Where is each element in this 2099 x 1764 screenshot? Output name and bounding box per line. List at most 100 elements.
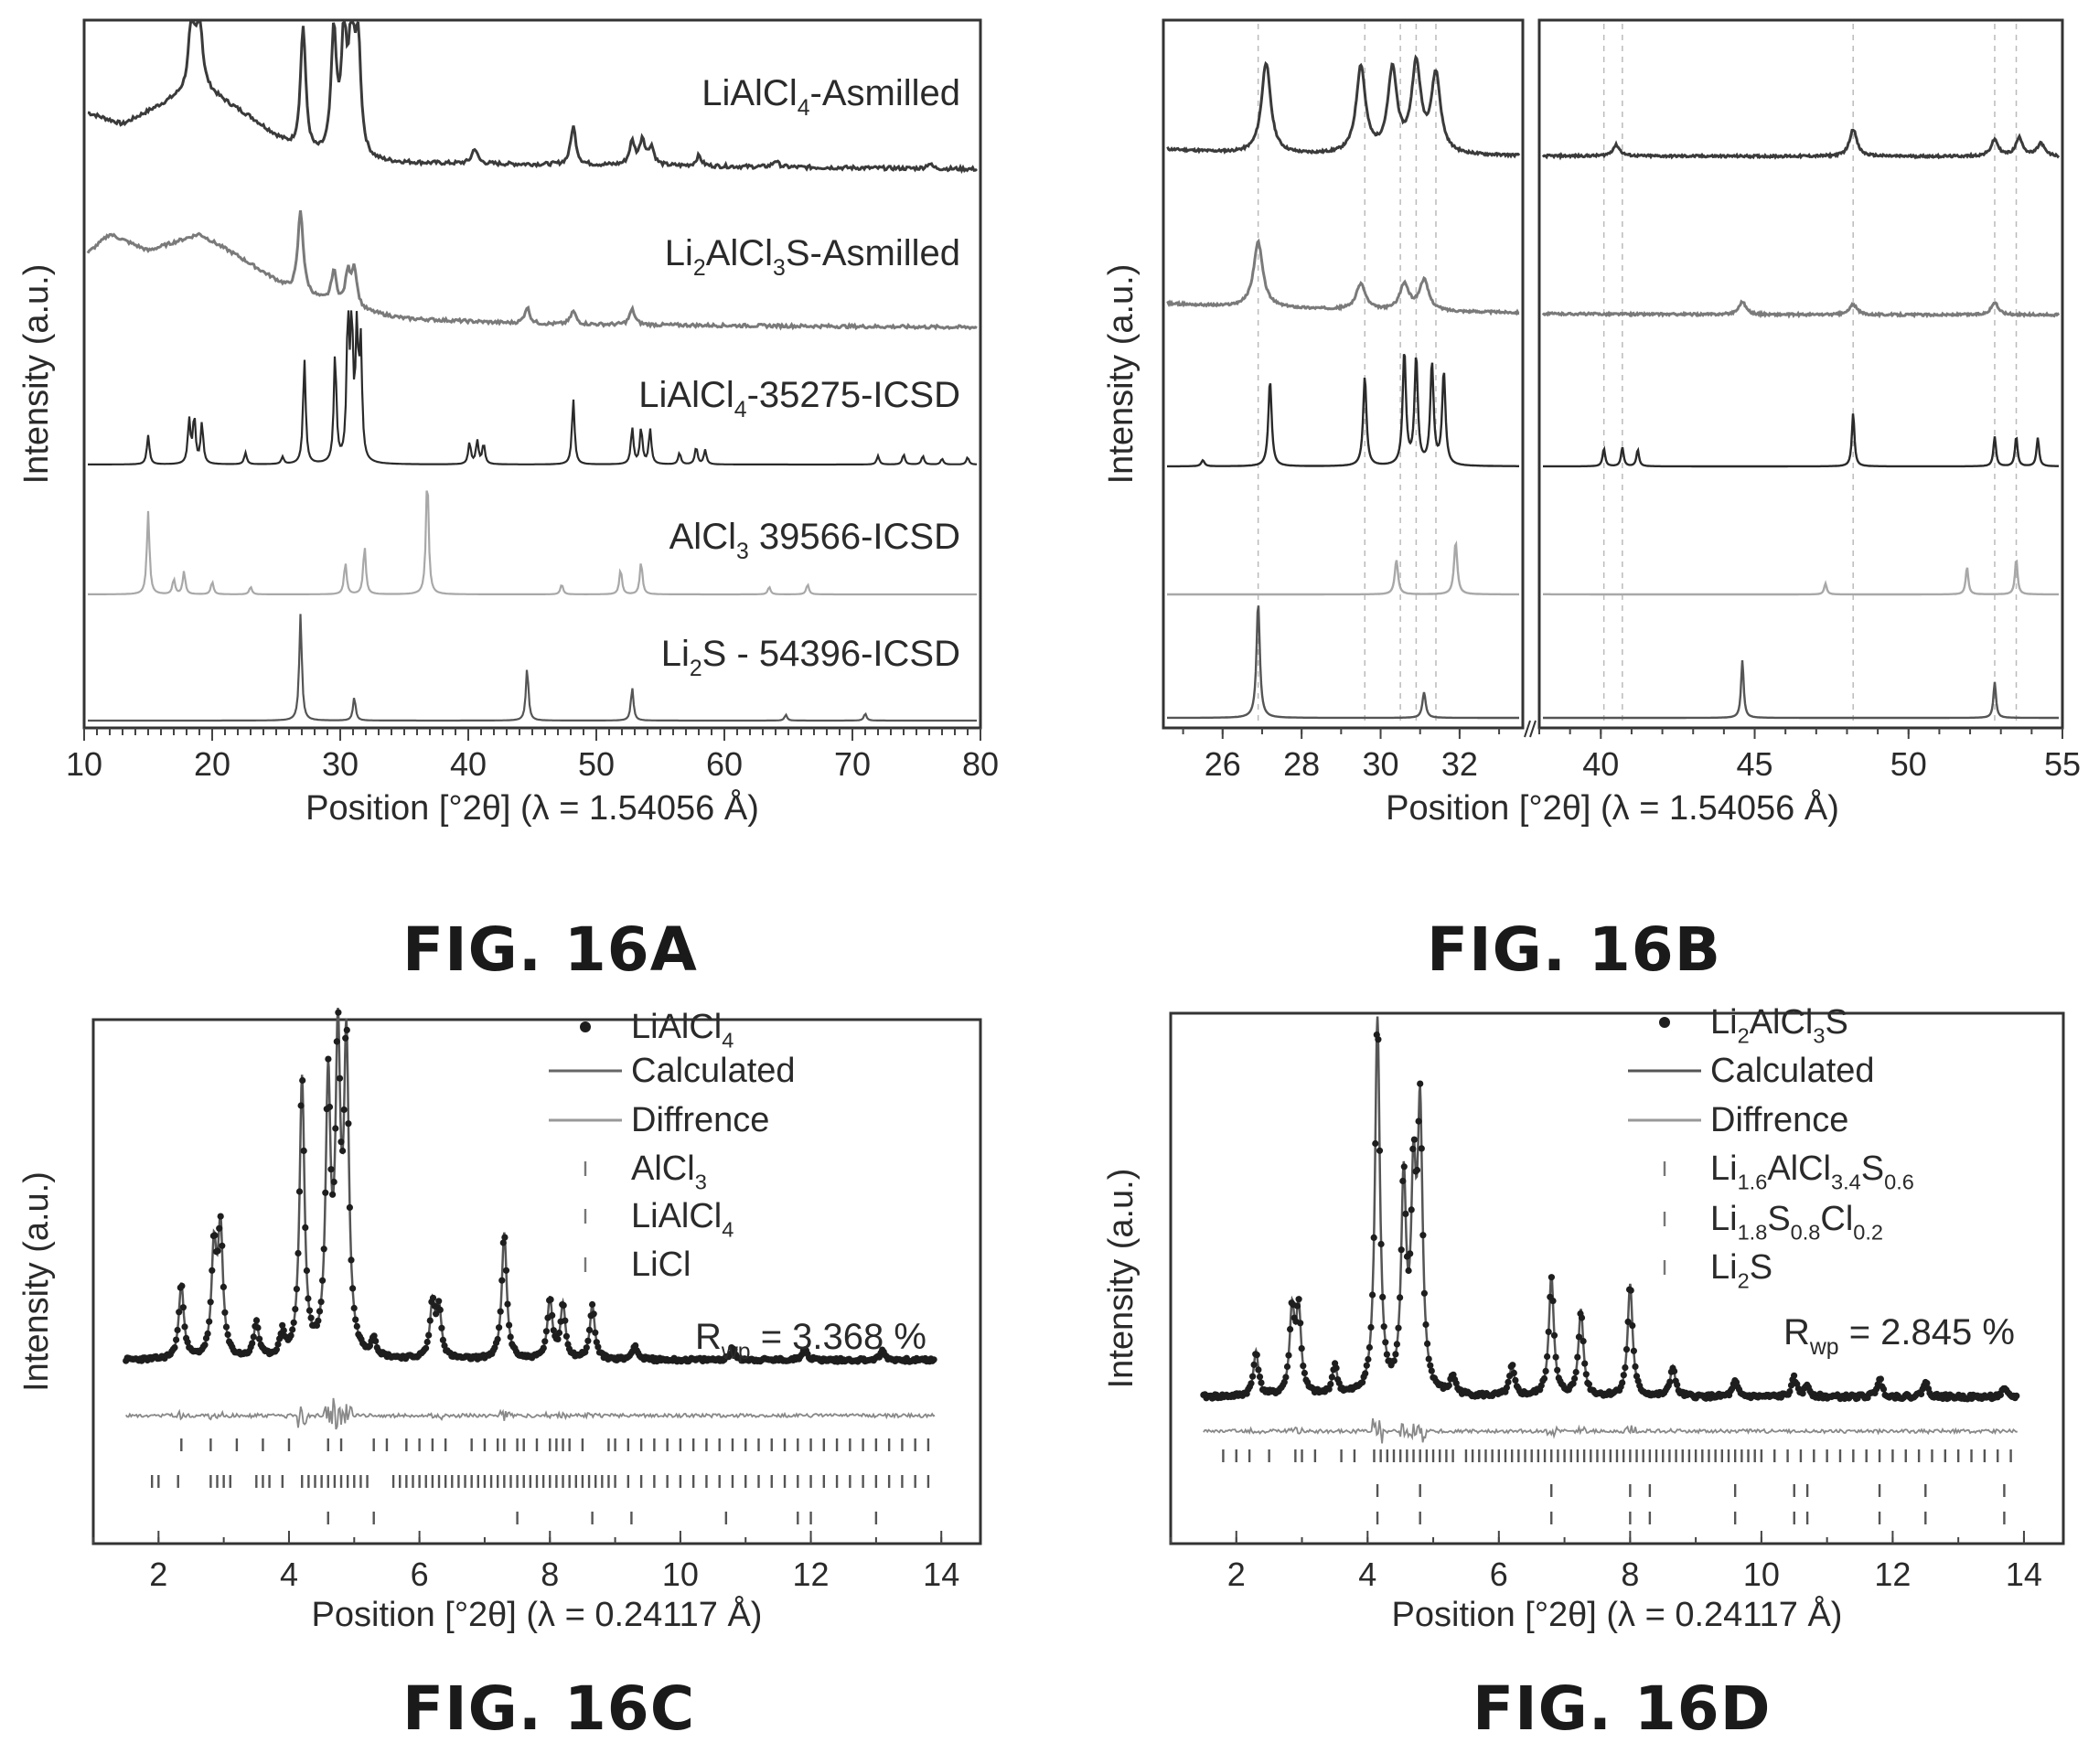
legend-label: AlCl3​ xyxy=(631,1149,707,1194)
observed-point xyxy=(303,1267,310,1275)
observed-point xyxy=(1333,1364,1340,1372)
series-label-a-4: Li2​S - 54396-ICSD xyxy=(661,634,960,681)
observed-point xyxy=(562,1332,571,1340)
observed-point xyxy=(1256,1374,1264,1381)
observed-point xyxy=(1791,1372,1798,1379)
legend-label: Diffrence xyxy=(631,1101,769,1139)
observed-point xyxy=(1298,1345,1305,1352)
observed-point xyxy=(1627,1287,1634,1294)
observed-point xyxy=(1445,1382,1452,1389)
observed-point xyxy=(1250,1361,1258,1368)
observed-point xyxy=(501,1234,509,1241)
series-line-b-4-1 xyxy=(1543,660,2059,720)
observed-point xyxy=(326,1103,334,1111)
x-tick-label: 8 xyxy=(541,1556,559,1593)
observed-point xyxy=(206,1318,213,1325)
observed-point xyxy=(1365,1355,1372,1363)
observed-point xyxy=(1335,1379,1343,1387)
observed-point xyxy=(343,1026,350,1033)
observed-point xyxy=(1505,1378,1512,1385)
observed-point xyxy=(2013,1392,2020,1399)
observed-point xyxy=(590,1310,597,1318)
observed-point xyxy=(273,1346,280,1353)
observed-point xyxy=(1582,1371,1590,1378)
observed-point xyxy=(274,1341,282,1348)
observed-point xyxy=(726,1351,734,1358)
observed-point xyxy=(287,1331,295,1339)
observed-point xyxy=(1624,1318,1632,1325)
observed-point xyxy=(1255,1366,1262,1374)
observed-point xyxy=(300,1147,307,1154)
observed-point xyxy=(499,1239,507,1246)
series-line-b-0-1 xyxy=(1541,128,2061,161)
x-tick-label: 8 xyxy=(1621,1556,1639,1593)
observed-point xyxy=(252,1317,261,1324)
observed-point xyxy=(1363,1362,1370,1369)
legend-label: LiAlCl4​ xyxy=(631,1008,734,1053)
observed-point xyxy=(1390,1357,1398,1364)
observed-point xyxy=(584,1337,592,1344)
x-tick-label: 10 xyxy=(66,745,102,783)
series-line-b-1-1 xyxy=(1541,299,2061,319)
observed-point xyxy=(1383,1351,1390,1358)
observed-point xyxy=(315,1317,322,1324)
observed-point xyxy=(1547,1274,1555,1281)
observed-point xyxy=(329,1191,337,1198)
observed-point xyxy=(173,1336,180,1343)
observed-point xyxy=(1622,1363,1629,1372)
observed-point xyxy=(289,1326,296,1333)
observed-point xyxy=(333,1038,340,1045)
observed-point xyxy=(592,1329,599,1336)
axis-break-mark xyxy=(1529,720,1537,738)
observed-point xyxy=(1572,1368,1580,1376)
legend-label: Calculated xyxy=(631,1052,796,1090)
observed-point xyxy=(280,1327,287,1334)
observed-point xyxy=(316,1308,324,1315)
observed-point xyxy=(1575,1333,1582,1341)
observed-point xyxy=(1393,1341,1400,1348)
observed-point xyxy=(1249,1373,1257,1380)
observed-point xyxy=(1362,1370,1369,1377)
series-line-b-3-1 xyxy=(1543,559,2059,596)
series-label-a-3: AlCl3​ 39566-ICSD xyxy=(669,517,960,564)
observed-point xyxy=(179,1304,187,1311)
series-line-a-1 xyxy=(86,209,978,331)
series-line-b-2-1 xyxy=(1543,413,2059,468)
x-tick-label: 26 xyxy=(1205,745,1241,783)
observed-point xyxy=(249,1340,256,1347)
observed-point xyxy=(1923,1380,1931,1387)
observed-point xyxy=(209,1267,216,1274)
observed-point xyxy=(217,1213,224,1220)
observed-point xyxy=(219,1242,226,1249)
x-tick-label: 14 xyxy=(923,1556,959,1593)
observed-point xyxy=(1580,1338,1587,1345)
axis-break-mark xyxy=(1524,720,1531,738)
observed-point xyxy=(491,1344,498,1352)
observed-point xyxy=(562,1317,569,1324)
observed-point xyxy=(1545,1328,1552,1335)
observed-points xyxy=(1200,1032,2020,1403)
observed-point xyxy=(346,1203,353,1211)
observed-point xyxy=(1632,1363,1639,1370)
observed-point xyxy=(494,1335,501,1343)
x-axis-label: Position [°2θ] (λ = 1.54056 Å) xyxy=(1386,787,1839,828)
observed-point xyxy=(1379,1293,1387,1300)
observed-point xyxy=(1578,1314,1586,1321)
observed-point xyxy=(297,1102,305,1109)
observed-point xyxy=(1413,1166,1421,1174)
observed-point xyxy=(594,1343,602,1351)
observed-point xyxy=(1620,1372,1627,1379)
observed-point xyxy=(305,1295,312,1302)
observed-point xyxy=(320,1245,327,1253)
observed-point xyxy=(1300,1363,1307,1370)
observed-point xyxy=(496,1324,503,1331)
x-tick-label: 60 xyxy=(706,745,743,783)
x-tick-label: 2 xyxy=(149,1556,167,1593)
x-tick-label: 40 xyxy=(1582,745,1619,783)
observed-point xyxy=(1398,1246,1405,1254)
observed-point xyxy=(433,1310,440,1318)
observed-point xyxy=(1295,1296,1302,1303)
observed-point xyxy=(1248,1380,1255,1387)
observed-point xyxy=(1997,1391,2004,1399)
